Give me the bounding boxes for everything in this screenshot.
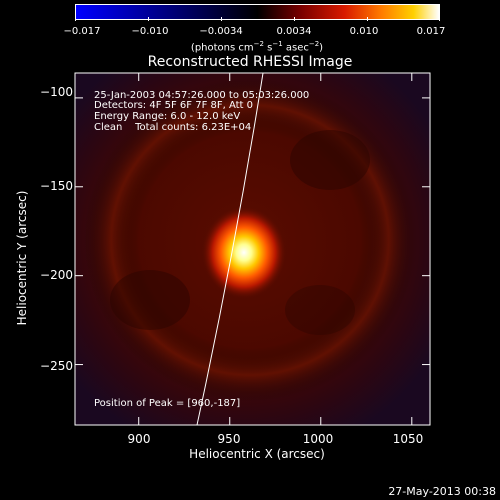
x-tick-label: 1000 [302,432,334,446]
time-range-text: 25-Jan-2003 04:57:26.000 to 05:03:26.000 [94,90,310,101]
colorbar-tick-label: −0.0034 [199,26,243,37]
peak-position-text: Position of Peak = [960,-187] [94,398,241,409]
colorbar-tick-label: 0.017 [416,26,446,37]
chart-title: Reconstructed RHESSI Image [147,54,353,70]
timestamp: 27-May-2013 00:38 [388,485,496,498]
solar-limb-line [196,73,264,425]
x-tick-label: 950 [217,432,241,446]
x-axis-label: Heliocentric X (arcsec) [189,447,325,461]
colorbar-units: (photons cm−2 s−1 asec−2) [190,40,324,54]
heatmap-dark-patch [290,130,370,190]
axis-ticks [75,73,430,425]
heatmap-dark-patch [285,285,355,335]
energy-range-text: Energy Range: 6.0 - 12.0 keV [94,111,241,122]
colorbar-tick-label: −0.017 [63,26,101,37]
colorbar [75,4,440,20]
colorbar-tick [294,17,295,21]
colorbar-tick-label: −0.010 [131,26,169,37]
colorbar-tick [148,17,149,21]
heatmap-dark-patch [110,270,190,330]
heatmap-peak [201,206,286,299]
colorbar-tick-label: 0.010 [349,26,379,37]
colorbar-tick [367,17,368,21]
y-tick-label: −150 [40,179,73,193]
detectors-text: Detectors: 4F 5F 6F 7F 8F, Att 0 [94,100,254,111]
y-axis-label: Heliocentric Y (arcsec) [15,190,29,326]
colorbar-tick [221,17,222,21]
plot-frame [74,72,431,426]
clean-counts-text: Clean Total counts: 6.23E+04 [94,122,252,133]
colorbar-tick [439,17,440,21]
y-tick-label: −200 [40,268,73,282]
y-tick-label: −100 [40,85,73,99]
x-tick-label: 1050 [392,432,424,446]
colorbar-tick-label: 0.0034 [276,26,312,37]
colorbar-tick [75,17,76,21]
y-tick-label: −250 [40,359,73,373]
x-tick-label: 900 [127,432,151,446]
